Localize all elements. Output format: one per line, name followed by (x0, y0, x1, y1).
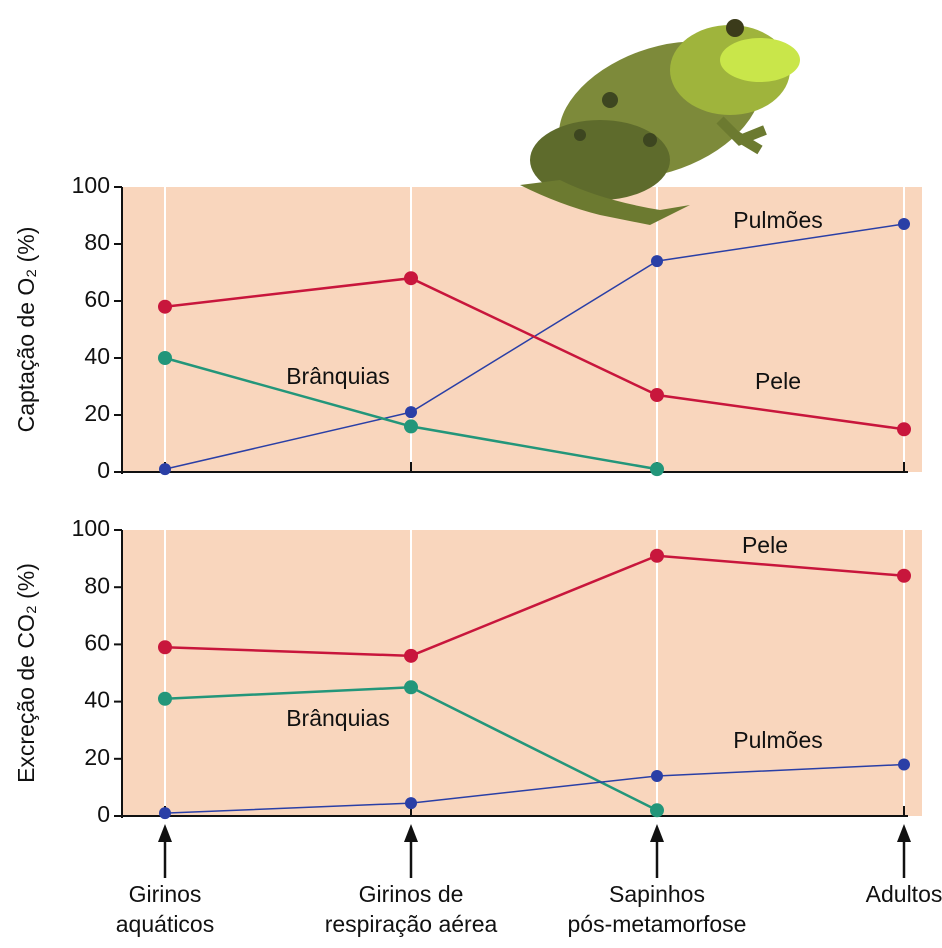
y-tick-label: 20 (84, 744, 110, 770)
arrow-head (158, 824, 172, 842)
chart: 0 20 40 60 80 100 Captação de O₂ (%) Pulmões Pel… (0, 0, 942, 943)
data-point (897, 569, 911, 583)
data-point (651, 770, 663, 782)
data-point (650, 462, 664, 476)
data-point (404, 680, 418, 694)
series-label: Pele (755, 368, 801, 394)
x-tick-label: aquáticos (116, 911, 214, 937)
y-tick-label: 0 (97, 801, 110, 827)
plot-background (122, 530, 922, 816)
x-tick-label: Girinos (129, 881, 202, 907)
y-tick-label: 100 (72, 172, 110, 198)
y-axis-label: Excreção de CO₂ (%) (13, 563, 39, 783)
plots: 0 20 40 60 80 100 Captação de O₂ (%) Pulmões Pel… (13, 172, 942, 937)
arrow-head (897, 824, 911, 842)
data-point (898, 759, 910, 771)
data-point (650, 803, 664, 817)
arrow-head (404, 824, 418, 842)
x-tick-label: Adultos (866, 881, 942, 907)
y-tick-label: 40 (84, 343, 110, 369)
data-point (404, 419, 418, 433)
data-point (159, 807, 171, 819)
data-point (158, 351, 172, 365)
data-point (405, 406, 417, 418)
data-point (651, 255, 663, 267)
series-label: Brânquias (286, 363, 390, 389)
series-label: Pulmões (733, 727, 822, 753)
x-tick-label: respiração aérea (325, 911, 498, 937)
data-point (405, 797, 417, 809)
y-tick-label: 0 (97, 457, 110, 483)
series-label: Pulmões (733, 207, 822, 233)
y-tick-label: 20 (84, 400, 110, 426)
x-tick-label: Sapinhos (609, 881, 705, 907)
y-tick-label: 80 (84, 229, 110, 255)
data-point (159, 463, 171, 475)
series-label: Pele (742, 532, 788, 558)
data-point (897, 422, 911, 436)
data-point (158, 640, 172, 654)
y-tick-label: 100 (72, 515, 110, 541)
data-point (404, 271, 418, 285)
data-point (158, 692, 172, 706)
data-point (650, 388, 664, 402)
y-tick-label: 80 (84, 572, 110, 598)
y-tick-label: 60 (84, 286, 110, 312)
data-point (404, 649, 418, 663)
x-tick-label: pós-metamorfose (568, 911, 747, 937)
arrow-head (650, 824, 664, 842)
data-point (650, 549, 664, 563)
y-tick-label: 40 (84, 687, 110, 713)
data-point (898, 218, 910, 230)
series-label: Brânquias (286, 705, 390, 731)
y-tick-label: 60 (84, 629, 110, 655)
data-point (158, 300, 172, 314)
x-tick-label: Girinos de (359, 881, 464, 907)
y-axis-label: Captação de O₂ (%) (13, 227, 39, 433)
